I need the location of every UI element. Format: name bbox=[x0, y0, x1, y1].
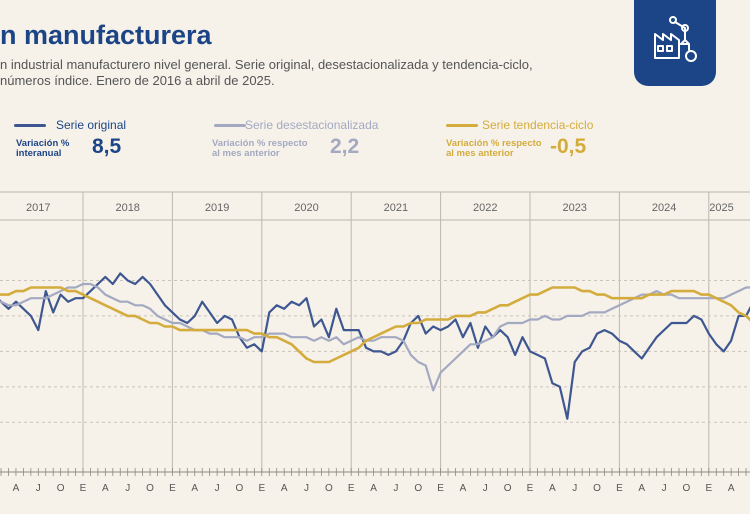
month-label: A bbox=[370, 483, 377, 494]
month-label: A bbox=[13, 483, 20, 494]
month-label: E bbox=[348, 483, 355, 494]
month-label: O bbox=[236, 483, 244, 494]
legend-sub-line-2: interanual bbox=[16, 148, 62, 159]
year-label: 2019 bbox=[205, 202, 229, 214]
legend-swatch-desestacionalizada bbox=[214, 124, 246, 127]
legend-sub-line-2: al mes anterior bbox=[446, 148, 514, 159]
month-label: J bbox=[215, 483, 220, 494]
legend-sub-original: Variación % interanual bbox=[16, 139, 69, 159]
legend-sub-tendencia-ciclo: Variación % respecto al mes anterior bbox=[446, 139, 542, 159]
month-label: E bbox=[437, 483, 444, 494]
series-line bbox=[0, 286, 750, 364]
legend-label-original: Serie original bbox=[56, 118, 127, 132]
series-line bbox=[0, 272, 750, 420]
industry-robot-arm-icon bbox=[654, 16, 697, 62]
legend-swatch-tendencia-ciclo bbox=[446, 124, 478, 127]
month-label: J bbox=[572, 483, 577, 494]
month-label: J bbox=[483, 483, 488, 494]
month-label: A bbox=[728, 483, 735, 494]
subtitle-line-2: números índice. Enero de 2016 a abril de… bbox=[0, 73, 275, 88]
month-label: J bbox=[125, 483, 130, 494]
month-label: A bbox=[460, 483, 467, 494]
month-label: O bbox=[504, 483, 512, 494]
month-label: A bbox=[638, 483, 645, 494]
logo-badge bbox=[634, 0, 716, 86]
year-label: 2021 bbox=[384, 202, 408, 214]
month-label: J bbox=[393, 483, 398, 494]
line-chart: 2017 2018 2019 2020 2021 2022 2023 2024 2025 E A J O… bbox=[0, 191, 750, 494]
year-label: 2024 bbox=[652, 202, 676, 214]
year-label: 2017 bbox=[26, 202, 50, 214]
month-label: E bbox=[169, 483, 176, 494]
month-label: A bbox=[281, 483, 288, 494]
month-label: E bbox=[705, 483, 712, 494]
month-label: E bbox=[527, 483, 534, 494]
month-label: O bbox=[593, 483, 601, 494]
year-label: 2022 bbox=[473, 202, 497, 214]
legend-swatch-original bbox=[14, 124, 46, 127]
legend-label-desestacionalizada: Serie desestacionalizada bbox=[245, 118, 379, 132]
month-label: J bbox=[36, 483, 41, 494]
legend-sub-line-2: al mes anterior bbox=[212, 148, 280, 159]
month-label: O bbox=[325, 483, 333, 494]
month-label: O bbox=[683, 483, 691, 494]
page-title: n manufacturera bbox=[0, 20, 212, 50]
month-label: O bbox=[414, 483, 422, 494]
legend-sub-line-1: Variación % respecto bbox=[446, 138, 542, 149]
month-label: E bbox=[616, 483, 623, 494]
legend-value-tendencia-ciclo: -0,5 bbox=[550, 135, 587, 158]
legend-value-desestacionalizada: 2,2 bbox=[330, 135, 360, 158]
year-label: 2025 bbox=[709, 202, 733, 214]
legend-sub-line-1: Variación % bbox=[16, 138, 70, 149]
month-label: O bbox=[146, 483, 154, 494]
month-label: A bbox=[191, 483, 198, 494]
legend-label-tendencia-ciclo: Serie tendencia-ciclo bbox=[482, 118, 594, 132]
year-label: 2018 bbox=[115, 202, 139, 214]
legend-value-original: 8,5 bbox=[92, 135, 122, 158]
subtitle: n industrial manufacturero nivel general… bbox=[0, 57, 600, 89]
month-label: J bbox=[304, 483, 309, 494]
year-label: 2023 bbox=[562, 202, 586, 214]
legend-sub-desestacionalizada: Variación % respecto al mes anterior bbox=[212, 139, 308, 159]
legend-sub-line-1: Variación % respecto bbox=[212, 138, 308, 149]
month-label: A bbox=[549, 483, 556, 494]
month-label: E bbox=[80, 483, 87, 494]
month-label: O bbox=[57, 483, 65, 494]
year-label: 2020 bbox=[294, 202, 318, 214]
month-label: E bbox=[258, 483, 265, 494]
month-label: A bbox=[102, 483, 109, 494]
subtitle-line-1: n industrial manufacturero nivel general… bbox=[0, 57, 533, 72]
series-line bbox=[0, 282, 750, 392]
month-label: J bbox=[662, 483, 667, 494]
